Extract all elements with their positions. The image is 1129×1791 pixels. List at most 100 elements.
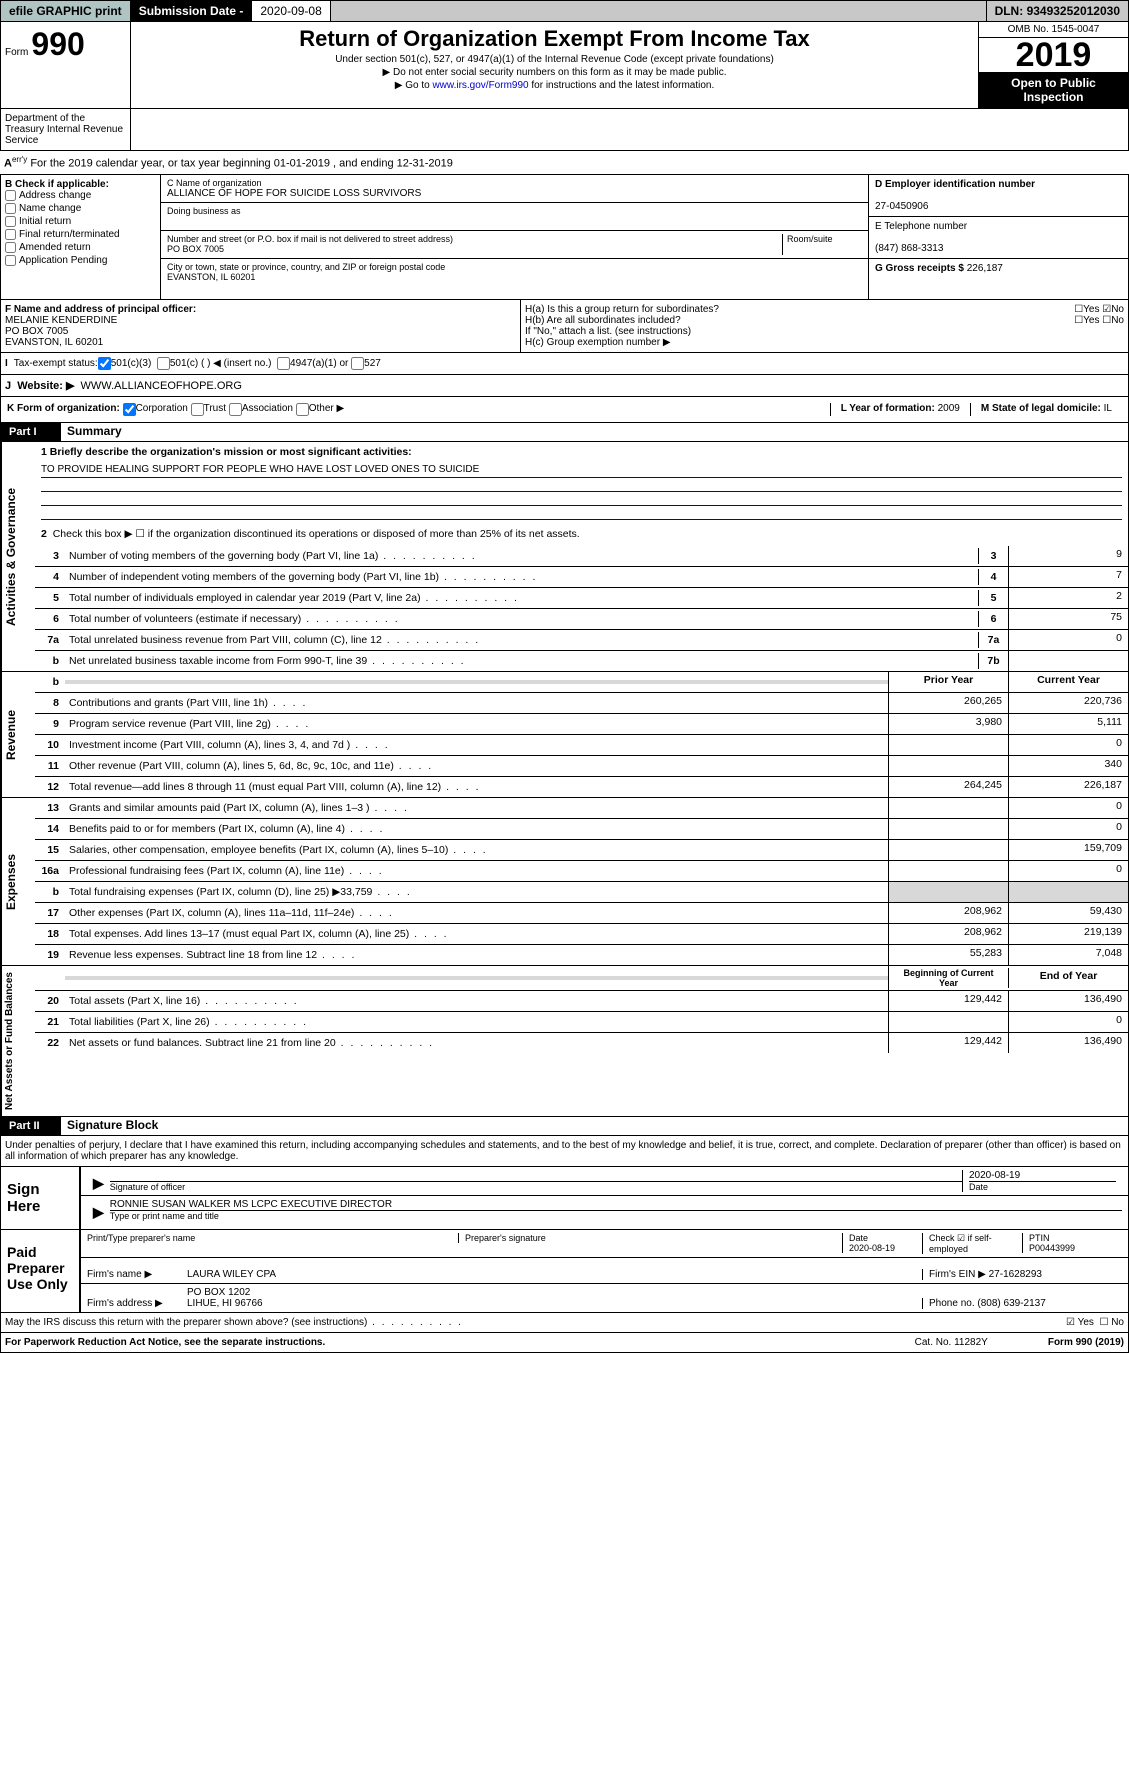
chk-association[interactable] <box>229 403 242 416</box>
part-ii-header: Part IISignature Block <box>0 1117 1129 1136</box>
sign-date: 2020-08-19 <box>969 1170 1020 1181</box>
irs-link[interactable]: www.irs.gov/Form990 <box>432 80 528 91</box>
chk-initial-return[interactable] <box>5 216 16 227</box>
preparer-sig-label: Preparer's signature <box>458 1233 842 1243</box>
submission-date: 2020-09-08 <box>252 1 330 21</box>
officer-label: F Name and address of principal officer: <box>5 304 196 315</box>
ptin-value: P00443999 <box>1029 1243 1075 1253</box>
org-city: EVANSTON, IL 60201 <box>167 272 255 282</box>
q1-label: 1 Briefly describe the organization's mi… <box>41 446 412 458</box>
officer-print-name: RONNIE SUSAN WALKER MS LCPC EXECUTIVE DI… <box>110 1199 392 1210</box>
officer-addr1: PO BOX 7005 <box>5 326 68 337</box>
expenses-section: Expenses 13Grants and similar amounts pa… <box>0 798 1129 966</box>
preparer-date: 2020-08-19 <box>849 1243 895 1253</box>
ha-question: H(a) Is this a group return for subordin… <box>525 304 719 315</box>
org-name: ALLIANCE OF HOPE FOR SUICIDE LOSS SURVIV… <box>167 188 421 199</box>
chk-501c[interactable] <box>157 357 170 370</box>
state-domicile: IL <box>1104 403 1112 414</box>
chk-name-change[interactable] <box>5 203 16 214</box>
col-prior-year: Prior Year <box>888 672 1008 692</box>
paid-preparer-label: Paid Preparer Use Only <box>1 1230 81 1312</box>
name-arrow-icon: ▶ <box>87 1204 110 1221</box>
gross-receipts: 226,187 <box>967 263 1003 274</box>
form-label: Form <box>5 47 28 58</box>
chk-527[interactable] <box>351 357 364 370</box>
part-i-header: Part ISummary <box>0 423 1129 442</box>
subtitle-1: Under section 501(c), 527, or 4947(a)(1)… <box>135 54 974 65</box>
label-revenue: Revenue <box>1 672 20 797</box>
chk-trust[interactable] <box>191 403 204 416</box>
q2-text: Check this box ▶ ☐ if the organization d… <box>53 528 580 540</box>
firm-ein: 27-1628293 <box>989 1269 1042 1280</box>
room-suite: Room/suite <box>782 234 862 255</box>
subtitle-2: ▶ Do not enter social security numbers o… <box>135 67 974 78</box>
subtitle-3: ▶ Go to www.irs.gov/Form990 for instruct… <box>135 80 974 91</box>
chk-amended-return[interactable] <box>5 242 16 253</box>
row-f-h: F Name and address of principal officer:… <box>0 300 1129 353</box>
dept-treasury: Department of the Treasury Internal Reve… <box>1 109 131 150</box>
year-formation: 2009 <box>938 403 960 414</box>
topbar: efile GRAPHIC print Submission Date - 20… <box>0 0 1129 22</box>
hc-label: H(c) Group exemption number ▶ <box>525 337 1124 348</box>
tax-year: 2019 <box>979 38 1128 72</box>
row-j-website: J Website: ▶ WWW.ALLIANCEOFHOPE.ORG <box>0 375 1129 397</box>
page-footer: For Paperwork Reduction Act Notice, see … <box>0 1333 1129 1353</box>
hb-question: H(b) Are all subordinates included? <box>525 315 681 326</box>
form-number: 990 <box>31 26 84 62</box>
chk-final-return[interactable] <box>5 229 16 240</box>
signature-arrow-icon: ▶ <box>87 1175 110 1192</box>
entity-block: B Check if applicable: Address change Na… <box>0 175 1129 300</box>
chk-application-pending[interactable] <box>5 255 16 266</box>
label-net-assets: Net Assets or Fund Balances <box>1 966 17 1116</box>
state-domicile-label: M State of legal domicile: <box>981 403 1101 414</box>
year-formation-label: L Year of formation: <box>841 403 935 414</box>
row-header-b: b <box>35 676 65 688</box>
chk-address-change[interactable] <box>5 190 16 201</box>
col-end-year: End of Year <box>1008 968 1128 988</box>
website-url: WWW.ALLIANCEOFHOPE.ORG <box>81 380 242 392</box>
hb-note: If "No," attach a list. (see instruction… <box>525 326 1124 337</box>
form-number-footer: Form 990 (2019) <box>1048 1337 1124 1348</box>
penalty-statement: Under penalties of perjury, I declare th… <box>0 1136 1129 1167</box>
catalog-number: Cat. No. 11282Y <box>915 1337 988 1348</box>
firm-addr1: PO BOX 1202 <box>187 1287 250 1298</box>
firm-addr2: LIHUE, HI 96766 <box>187 1298 263 1309</box>
sign-here-section: Sign Here ▶ Signature of officer 2020-08… <box>0 1167 1129 1230</box>
row-k-form-org: K Form of organization: Corporation Trus… <box>0 397 1129 423</box>
label-expenses: Expenses <box>1 798 20 965</box>
chk-501c3[interactable] <box>98 357 111 370</box>
sign-here-label: Sign Here <box>1 1167 81 1229</box>
self-employed-check: Check ☑ if self-employed <box>922 1233 1022 1254</box>
officer-name: MELANIE KENDERDINE <box>5 315 117 326</box>
signature-label: Signature of officer <box>110 1181 962 1192</box>
submission-date-label: Submission Date - <box>131 1 253 21</box>
revenue-section: Revenue b Prior Year Current Year 8Contr… <box>0 672 1129 798</box>
org-address: PO BOX 7005 <box>167 244 224 254</box>
chk-corporation[interactable] <box>123 403 136 416</box>
firm-phone: (808) 639-2137 <box>977 1298 1045 1309</box>
box-b-checkboxes: B Check if applicable: Address change Na… <box>1 175 161 299</box>
dba-label: Doing business as <box>167 206 862 227</box>
firm-name-label: Firm's name ▶ <box>87 1269 187 1280</box>
label-governance: Activities & Governance <box>1 442 20 671</box>
row-i-tax-status: ITax-exempt status: 501(c)(3) 501(c) ( )… <box>0 353 1129 375</box>
mission-text: TO PROVIDE HEALING SUPPORT FOR PEOPLE WH… <box>35 462 1128 522</box>
activities-governance-section: Activities & Governance 1 Briefly descri… <box>0 442 1129 672</box>
gross-receipts-label: G Gross receipts $ <box>875 263 964 274</box>
officer-addr2: EVANSTON, IL 60201 <box>5 337 103 348</box>
ein-value: 27-0450906 <box>875 201 928 212</box>
phone-label: E Telephone number <box>875 221 967 232</box>
firm-name: LAURA WILEY CPA <box>187 1269 922 1280</box>
open-to-public: Open to PublicInspection <box>979 72 1128 108</box>
form-title: Return of Organization Exempt From Incom… <box>135 26 974 52</box>
paid-preparer-section: Paid Preparer Use Only Print/Type prepar… <box>0 1230 1129 1313</box>
efile-print[interactable]: efile GRAPHIC print <box>1 1 131 21</box>
col-beginning-year: Beginning of Current Year <box>888 966 1008 990</box>
phone-value: (847) 868-3313 <box>875 243 943 254</box>
ein-label: D Employer identification number <box>875 179 1035 190</box>
section-a-tax-year: Aerr'y For the 2019 calendar year, or ta… <box>0 151 1129 175</box>
col-current-year: Current Year <box>1008 672 1128 692</box>
chk-other[interactable] <box>296 403 309 416</box>
firm-addr-label: Firm's address ▶ <box>87 1298 187 1309</box>
chk-4947[interactable] <box>277 357 290 370</box>
